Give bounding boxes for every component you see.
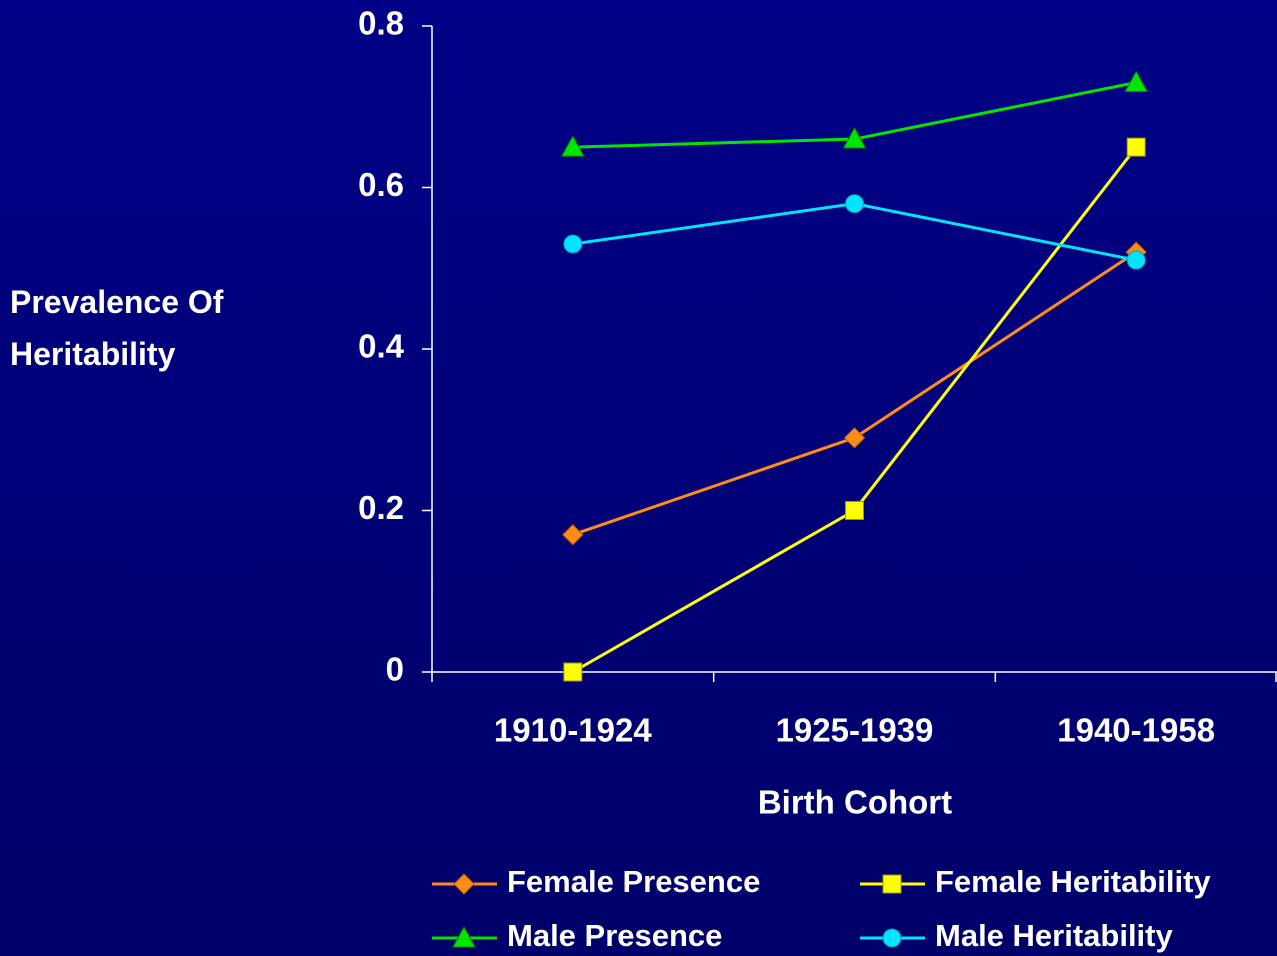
legend-label: Male Presence xyxy=(507,918,722,953)
x-tick-label: 1925-1939 xyxy=(776,712,934,749)
legend-marker xyxy=(453,873,475,895)
y-tick-label: 0.4 xyxy=(358,328,405,365)
x-tick-label: 1910-1924 xyxy=(494,712,652,749)
y-tick-label: 0.8 xyxy=(358,5,404,42)
legend-label: Male Heritability xyxy=(935,918,1173,953)
x-axis-label: Birth Cohort xyxy=(758,784,952,821)
marker xyxy=(563,662,583,682)
legend-label: Female Presence xyxy=(507,864,760,899)
legend-marker xyxy=(882,928,902,948)
marker xyxy=(845,194,864,214)
y-tick-label: 0 xyxy=(386,651,404,688)
legend-marker xyxy=(452,925,476,948)
marker xyxy=(560,135,585,157)
y-tick-label: 0.6 xyxy=(358,166,404,203)
marker xyxy=(1126,250,1146,270)
marker xyxy=(563,234,583,254)
legend-label: Female Heritability xyxy=(935,864,1211,899)
marker xyxy=(845,501,864,520)
marker xyxy=(562,524,584,546)
x-tick-label: 1940-1958 xyxy=(1057,712,1215,749)
legend-marker xyxy=(882,874,902,894)
marker xyxy=(842,127,867,149)
series-line xyxy=(572,146,1138,674)
marker xyxy=(843,427,866,449)
marker xyxy=(1124,70,1149,93)
y-tick-label: 0.2 xyxy=(358,489,404,526)
y-axis-label: Prevalence Of Heritability xyxy=(10,284,224,372)
series-line xyxy=(572,250,1137,537)
marker xyxy=(1126,137,1146,157)
